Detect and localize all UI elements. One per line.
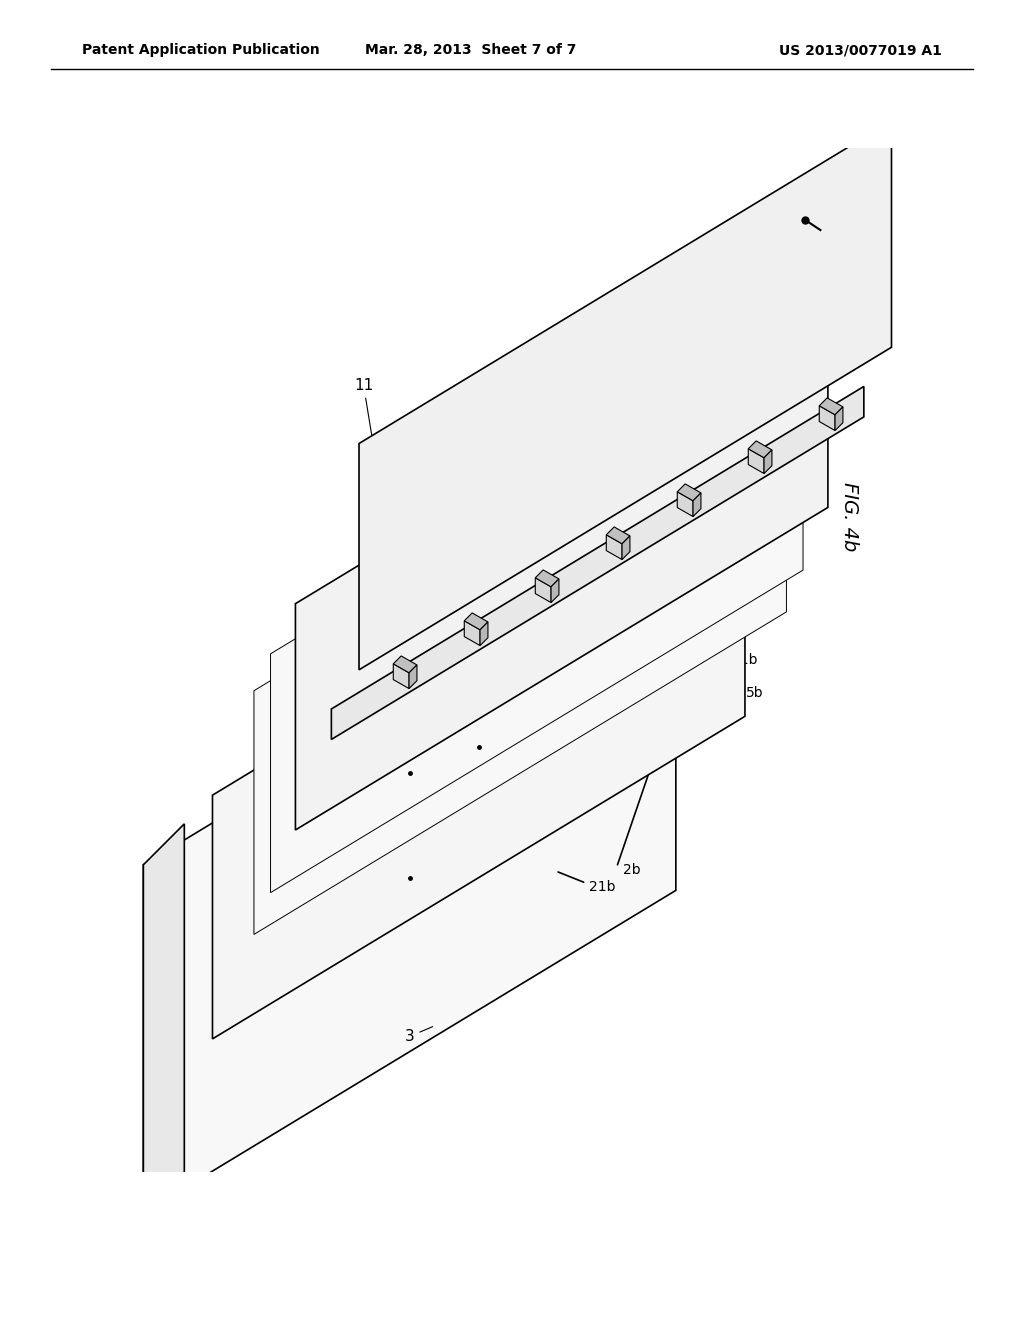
Polygon shape	[835, 407, 843, 430]
Polygon shape	[213, 473, 745, 1039]
Polygon shape	[270, 331, 803, 892]
Polygon shape	[677, 492, 693, 516]
Polygon shape	[143, 543, 676, 1213]
Polygon shape	[606, 535, 622, 560]
Text: 51b: 51b	[732, 653, 759, 667]
Polygon shape	[393, 656, 417, 673]
Polygon shape	[749, 449, 764, 474]
Polygon shape	[764, 450, 772, 474]
Text: Patent Application Publication: Patent Application Publication	[82, 44, 319, 57]
Polygon shape	[359, 121, 892, 669]
Polygon shape	[819, 405, 835, 430]
Polygon shape	[332, 387, 864, 739]
Text: US 2013/0077019 A1: US 2013/0077019 A1	[779, 44, 942, 57]
Text: 21b: 21b	[589, 880, 615, 895]
Polygon shape	[551, 579, 559, 602]
Text: 2b: 2b	[623, 863, 640, 876]
Polygon shape	[819, 397, 843, 414]
Polygon shape	[536, 578, 551, 602]
Polygon shape	[254, 368, 786, 935]
Polygon shape	[409, 665, 417, 689]
Polygon shape	[143, 824, 184, 1213]
Polygon shape	[859, 99, 892, 140]
Polygon shape	[464, 620, 480, 645]
Polygon shape	[622, 536, 630, 560]
Text: FIG. 4b: FIG. 4b	[841, 482, 859, 552]
Text: 12: 12	[610, 280, 808, 760]
Polygon shape	[393, 664, 409, 689]
Text: 5b: 5b	[745, 686, 763, 700]
Polygon shape	[677, 484, 700, 500]
Text: 11: 11	[354, 378, 411, 673]
Polygon shape	[480, 622, 488, 645]
Polygon shape	[464, 612, 488, 630]
Text: 3: 3	[404, 1027, 433, 1044]
Polygon shape	[536, 570, 559, 587]
Polygon shape	[606, 527, 630, 544]
Polygon shape	[295, 281, 827, 830]
Polygon shape	[749, 441, 772, 458]
Polygon shape	[702, 442, 745, 499]
Polygon shape	[693, 492, 700, 516]
Polygon shape	[791, 255, 827, 304]
Text: Mar. 28, 2013  Sheet 7 of 7: Mar. 28, 2013 Sheet 7 of 7	[366, 44, 577, 57]
